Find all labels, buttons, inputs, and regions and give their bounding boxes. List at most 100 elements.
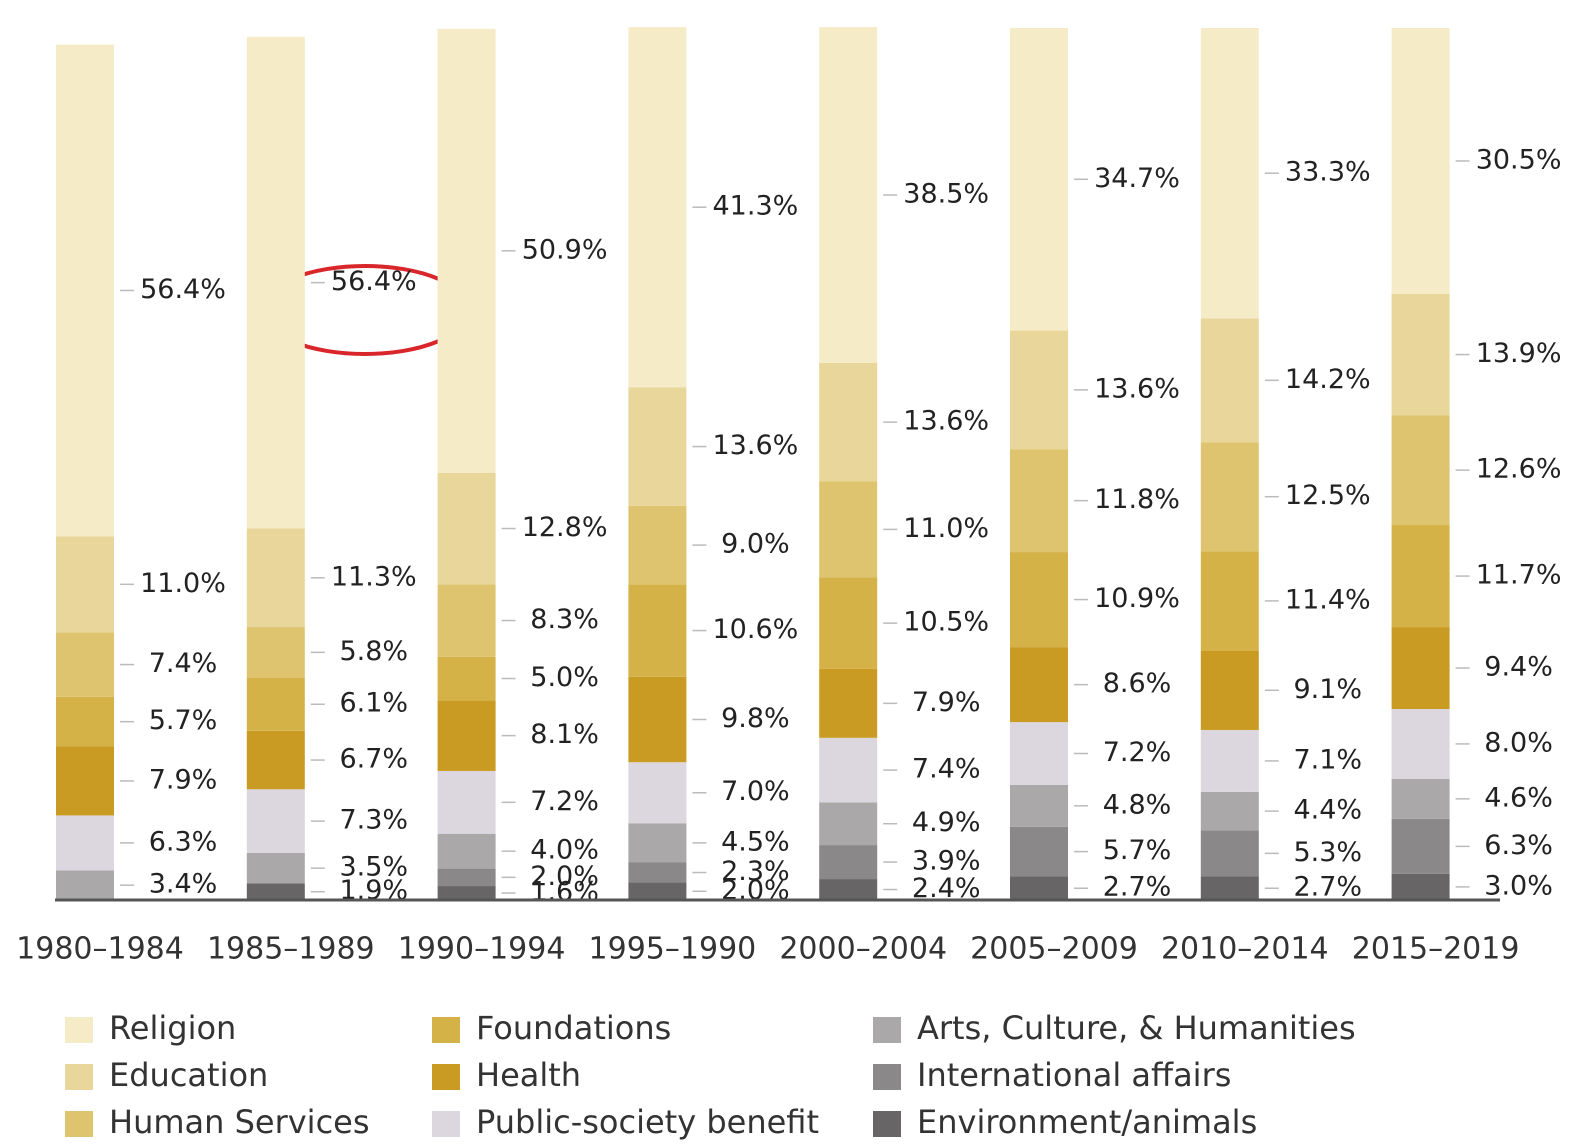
bar-segment [1200,442,1259,552]
bar-segment [819,362,878,482]
value-label: 7.2% [1103,737,1172,768]
legend-label: Human Services [109,1103,370,1141]
value-label: 12.6% [1476,454,1562,485]
value-label: 7.0% [721,776,790,807]
x-tick-label: 1980–1984 [16,932,184,967]
value-label: 2.3% [721,856,790,887]
bar-segment [56,746,114,816]
value-label: 34.7% [1094,163,1180,194]
bar-segment [1010,722,1068,785]
bar-segment [246,789,305,853]
bar-segment [819,668,878,738]
x-tick-label: 1990–1994 [398,932,566,967]
bar-segment [1391,293,1450,416]
legend-swatch [873,1111,901,1137]
value-label: 7.3% [339,805,408,836]
value-label: 10.9% [1094,583,1180,614]
value-label: 33.3% [1285,157,1371,188]
bar-segment [437,700,496,771]
bar-segment [1391,415,1450,526]
legend-swatch [65,1064,93,1090]
bar-segment [437,472,496,585]
bar-segment [1200,650,1259,730]
x-tick-label: 2005–2009 [970,932,1138,967]
bar-segment [1200,729,1259,792]
legend-label: International affairs [917,1056,1231,1094]
x-tick-label: 2000–2004 [779,932,947,967]
value-label: 14.2% [1285,364,1371,395]
value-label: 41.3% [713,191,799,222]
legend-label: Arts, Culture, & Humanities [917,1009,1356,1047]
legend-label: Environment/animals [917,1103,1257,1141]
value-label: 7.1% [1293,744,1362,775]
legend-label: Public-society benefit [476,1103,819,1141]
bar-segment [246,627,305,678]
legend-swatch [432,1017,460,1043]
bar-segment [628,27,687,388]
bar-segment [437,770,496,834]
value-label: 7.9% [912,687,981,718]
value-label: 5.7% [149,705,218,736]
value-label: 7.4% [149,648,218,679]
x-tick-label: 2010–2014 [1161,932,1329,967]
bar-segment [1391,28,1450,294]
bar-segment [628,882,687,900]
value-label: 4.6% [1484,782,1553,813]
bar-segment [628,862,687,883]
value-label: 1.6% [530,877,599,908]
bar-segment [1010,449,1068,553]
value-label: 2.7% [1103,872,1172,903]
legend-swatch [432,1111,460,1137]
value-label: 13.6% [713,430,799,461]
bar-segment [628,584,687,677]
value-label: 4.8% [1103,789,1172,820]
value-label: 9.4% [1484,652,1553,683]
x-tick-label: 1995–1990 [589,932,757,967]
value-label: 8.0% [1484,727,1553,758]
value-label: 5.7% [1103,835,1172,866]
bar-segment [819,481,878,578]
legend-label: Health [476,1056,581,1094]
value-label: 13.6% [903,406,989,437]
bar-segment [1391,627,1450,710]
bar-segment [437,584,496,657]
value-label: 4.0% [530,835,599,866]
bar-segment [628,823,687,863]
bar-segment [1200,791,1259,831]
value-label: 50.9% [522,234,608,265]
legend-swatch [432,1064,460,1090]
bar-segment [819,845,878,880]
bar-segment [246,528,305,628]
value-label: 3.5% [339,852,408,883]
bar-segment [56,632,114,697]
value-label: 38.5% [903,178,989,209]
bar-segment [1010,826,1068,877]
value-label: 10.6% [713,614,799,645]
bar-segment [1010,876,1068,900]
value-label: 3.0% [1484,870,1553,901]
value-label: 8.6% [1103,668,1172,699]
value-label: 4.9% [912,807,981,838]
bar-segment [56,815,114,871]
bar-segment [819,879,878,900]
value-label: 30.5% [1476,144,1562,175]
bar-segment [56,536,114,633]
bar-segment [246,730,305,790]
bar-segment [1391,873,1450,900]
bar-segment [819,577,878,669]
value-label: 12.8% [522,512,608,543]
value-label: 2.7% [1293,872,1362,903]
bar-segment [56,870,114,900]
value-label: 9.1% [1293,674,1362,705]
bar-segment [56,44,114,537]
bar-segment [819,27,878,363]
bar-segment [628,762,687,824]
bar-segment [56,696,114,747]
legend-swatch [65,1017,93,1043]
bar-segment [437,833,496,869]
bar-segment [1010,28,1068,331]
value-label: 13.6% [1094,373,1180,404]
legend-swatch [873,1017,901,1043]
bar-segment [628,505,687,585]
bar-segment [246,677,305,731]
